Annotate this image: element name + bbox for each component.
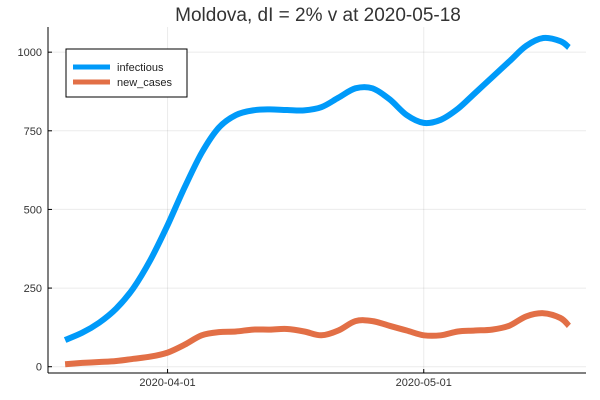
series-line-infectious [63, 34, 571, 343]
legend-label-infectious: infectious [117, 62, 164, 74]
y-tick-label: 750 [24, 126, 42, 138]
y-tick-label: 0 [36, 362, 42, 374]
y-tick-label: 500 [24, 204, 42, 216]
y-tick-label: 250 [24, 283, 42, 295]
x-tick-label: 2020-04-01 [139, 377, 195, 389]
legend-box [65, 48, 188, 98]
legend: infectious new_cases [65, 48, 188, 98]
legend-label-new-cases: new_cases [117, 77, 173, 89]
y-ticks: 0 250 500 750 1000 [18, 47, 52, 374]
series-lines [63, 34, 572, 368]
chart-title: Moldova, dI = 2% v at 2020-05-18 [175, 5, 461, 26]
x-tick-label: 2020-05-01 [396, 377, 452, 389]
y-tick-label: 1000 [18, 47, 42, 59]
x-ticks: 2020-04-01 2020-05-01 [139, 369, 452, 389]
series-line-new-cases [64, 310, 572, 368]
